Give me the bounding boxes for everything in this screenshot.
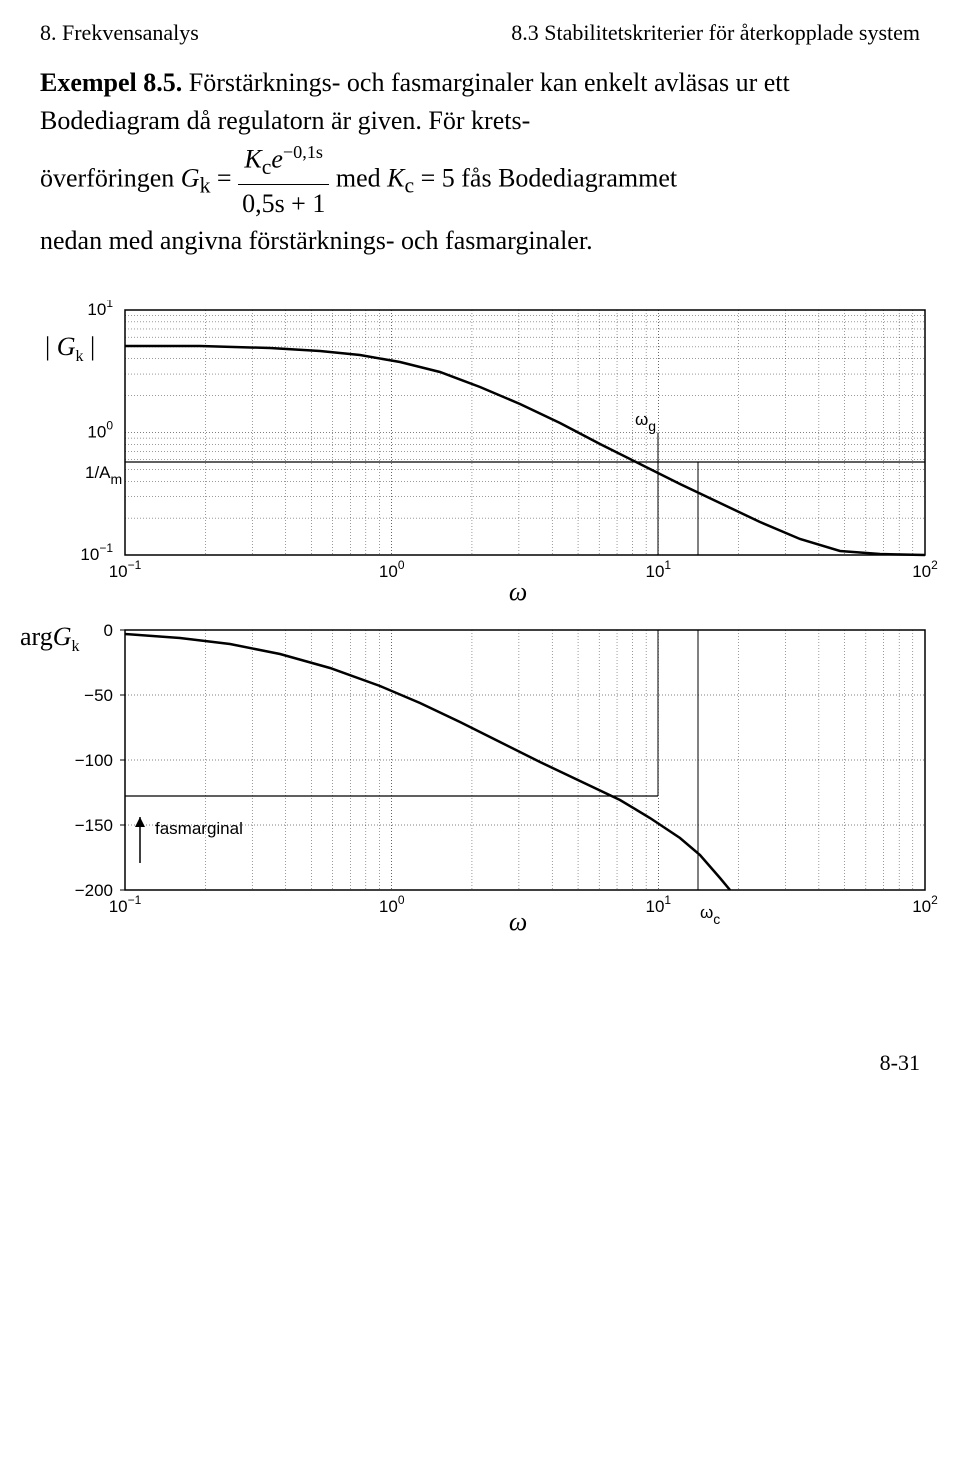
svg-text:0: 0	[104, 621, 113, 640]
svg-text:101: 101	[645, 893, 671, 916]
svg-text:−150: −150	[75, 816, 113, 835]
svg-text:100: 100	[87, 419, 113, 442]
page-number: 8-31	[40, 1050, 920, 1076]
text-2b: med	[336, 164, 387, 193]
phase-chart: 10−1 100 101 102 0 −50 −100 −150 −200 argGk fasmar…	[20, 620, 960, 950]
svg-text:1/Am: 1/Am	[85, 463, 122, 487]
text-2c: fås Bodediagrammet	[461, 164, 677, 193]
svg-text:−200: −200	[75, 881, 113, 900]
eq-block: Gk = Kce−0,1s 0,5s + 1	[181, 139, 330, 222]
svg-text:| Gk |: | Gk |	[45, 332, 95, 365]
svg-text:10−1: 10−1	[109, 893, 142, 916]
svg-text:ωc: ωc	[700, 903, 720, 927]
svg-text:10−1: 10−1	[109, 558, 142, 581]
charts: 10−110010110210−1100101| Gk |1/Amωgω 10−…	[20, 300, 920, 950]
svg-text:101: 101	[87, 300, 113, 319]
text-3: nedan med angivna förstärknings- och fas…	[40, 226, 593, 255]
svg-text:ω: ω	[509, 577, 527, 606]
svg-text:100: 100	[379, 893, 405, 916]
header-left: 8. Frekvensanalys	[40, 20, 199, 46]
text-2a: överföringen	[40, 164, 181, 193]
svg-text:−100: −100	[75, 751, 113, 770]
page-headers: 8. Frekvensanalys 8.3 Stabilitetskriteri…	[40, 20, 920, 46]
svg-text:10−1: 10−1	[80, 541, 113, 564]
svg-text:ω: ω	[509, 907, 527, 936]
svg-text:ωg: ωg	[635, 410, 656, 434]
body-paragraph: Exempel 8.5. Förstärknings- och fasmargi…	[40, 64, 920, 260]
header-right: 8.3 Stabilitetskriterier för återkopplad…	[511, 20, 920, 46]
svg-text:argGk: argGk	[20, 622, 80, 655]
svg-text:102: 102	[912, 893, 938, 916]
svg-text:100: 100	[379, 558, 405, 581]
svg-text:−50: −50	[84, 686, 113, 705]
svg-text:102: 102	[912, 558, 938, 581]
magnitude-chart: 10−1 100 101 102 10−1 100 101 | Gk | 1/Am ωg ω	[20, 300, 960, 620]
example-title: Exempel 8.5.	[40, 68, 182, 97]
svg-text:101: 101	[645, 558, 671, 581]
svg-text:fasmarginal: fasmarginal	[155, 819, 243, 838]
